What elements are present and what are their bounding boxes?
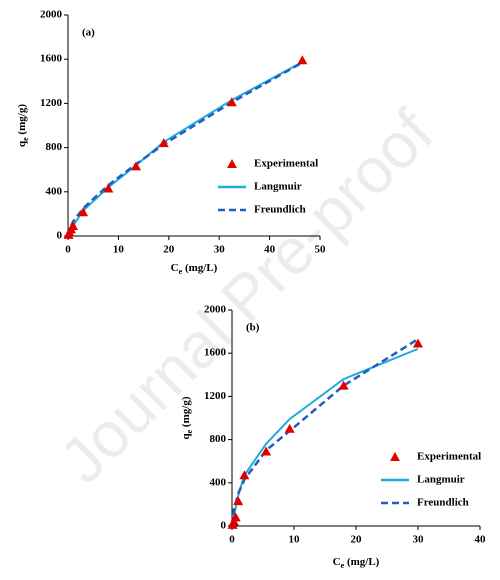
legend-label: Freundlich	[254, 204, 306, 216]
data-point	[131, 161, 142, 171]
data-point	[239, 470, 250, 480]
data-point	[158, 138, 169, 148]
axis-label-part: C	[171, 262, 179, 274]
x-tick-label: 20	[163, 244, 175, 256]
data-point	[68, 221, 79, 231]
axis-label: qe (mg/g)	[180, 396, 195, 439]
data-point	[297, 55, 308, 65]
x-tick-label: 0	[65, 244, 71, 256]
x-tick-label: 10	[289, 534, 301, 546]
legend-marker	[227, 159, 237, 168]
data-point	[78, 207, 89, 217]
y-tick-label: 400	[46, 185, 63, 197]
legend-label: Freundlich	[417, 497, 469, 509]
data-point	[413, 338, 423, 348]
legend-label: Experimental	[417, 451, 481, 463]
x-tick-label: 0	[229, 534, 235, 546]
axis-label: Ce (mg/L)	[171, 262, 218, 277]
axis-label: Ce (mg/L)	[333, 556, 380, 571]
axis-label-part: e	[21, 137, 30, 141]
data-point	[338, 380, 349, 390]
panel-label: (b)	[246, 322, 260, 334]
axis-label-part: e	[341, 561, 345, 570]
data-point	[284, 423, 295, 433]
y-tick-label: 800	[46, 141, 63, 153]
y-tick-label: 1200	[40, 97, 63, 109]
x-tick-label: 40	[264, 244, 276, 256]
y-tick-label: 0	[57, 230, 63, 242]
x-tick-label: 10	[113, 244, 125, 256]
series-line	[67, 61, 303, 237]
axis-label-part: C	[333, 556, 341, 568]
data-point	[230, 512, 241, 522]
watermark: Journal Pre-proof	[46, 96, 447, 497]
y-tick-label: 1200	[204, 390, 227, 402]
y-tick-label: 400	[210, 476, 227, 488]
axis-label-part: (mg/g)	[16, 104, 28, 138]
y-tick-label: 1600	[40, 53, 63, 65]
x-tick-label: 30	[413, 534, 425, 546]
axis-label-part: q	[16, 140, 28, 147]
x-tick-label: 20	[351, 534, 363, 546]
y-tick-label: 0	[221, 520, 227, 532]
legend-label: Langmuir	[254, 181, 302, 193]
legend-label: Langmuir	[417, 474, 465, 486]
axis-label-part: e	[185, 429, 194, 433]
y-tick-label: 2000	[204, 304, 227, 316]
data-point	[233, 496, 244, 506]
axis-label-part: (mg/L)	[182, 262, 217, 274]
series-line	[230, 338, 419, 527]
legend-label: Experimental	[254, 158, 318, 170]
x-tick-label: 50	[315, 244, 327, 256]
y-tick-label: 800	[210, 433, 227, 445]
axis-label: qe (mg/g)	[16, 104, 31, 147]
axis-label-part: (mg/g)	[180, 396, 192, 430]
axis-label-part: q	[180, 432, 192, 439]
axis-label-part: (mg/L)	[344, 556, 379, 568]
data-point	[226, 97, 237, 107]
y-tick-label: 1600	[204, 347, 227, 359]
x-tick-label: 30	[214, 244, 226, 256]
data-point	[103, 183, 114, 193]
data-point	[261, 446, 272, 456]
legend-marker	[390, 452, 400, 461]
series-line	[231, 347, 419, 527]
y-tick-label: 2000	[40, 9, 63, 21]
x-tick-label: 40	[475, 534, 487, 546]
panel-label: (a)	[82, 27, 95, 39]
axis-label-part: e	[179, 267, 183, 276]
